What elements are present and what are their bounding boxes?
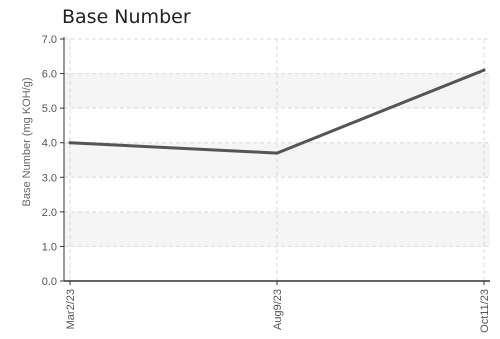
y-tick-label: 2.0 — [42, 207, 57, 219]
data-point — [68, 141, 72, 145]
data-point — [482, 68, 486, 72]
y-tick-label: 1.0 — [42, 241, 57, 253]
y-tick-label: 4.0 — [42, 138, 57, 150]
chart-title: Base Number — [62, 6, 191, 28]
y-tick-label: 3.0 — [42, 172, 57, 184]
y-tick-label: 7.0 — [42, 34, 57, 46]
y-tick-label: 6.0 — [42, 69, 57, 81]
y-axis-title: Base Number (mg KOH/g) — [21, 78, 33, 207]
x-axis-ticks: Mar2/23 Aug9/23 Oct11/23 — [65, 281, 491, 333]
data-point — [275, 151, 279, 155]
grid-lines — [64, 38, 490, 281]
y-axis-ticks: 0.0 1.0 2.0 3.0 4.0 5.0 6.0 7.0 — [42, 34, 64, 288]
y-tick-label: 0.0 — [42, 276, 57, 288]
x-tick-label: Oct11/23 — [479, 289, 491, 333]
x-tick-label: Aug9/23 — [272, 289, 284, 330]
x-tick-label: Mar2/23 — [65, 289, 77, 329]
y-tick-label: 5.0 — [42, 103, 57, 115]
series-layer — [68, 68, 486, 155]
